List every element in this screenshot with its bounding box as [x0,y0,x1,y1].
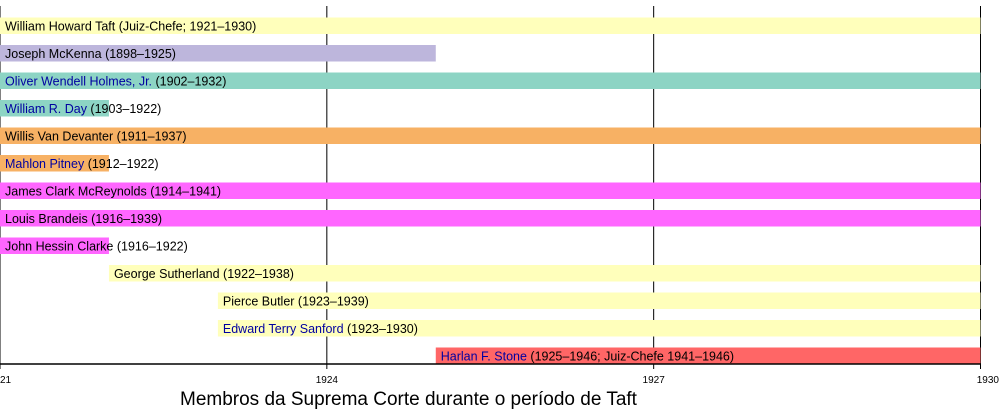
member-bar [0,72,981,89]
member-label: Harlan F. Stone (1925–1946; Juiz-Chefe 1… [441,350,734,364]
member-row: William R. Day (1903–1922) [0,100,161,117]
member-bar [217,292,981,309]
member-row: James Clark McReynolds (1914–1941) [0,182,981,199]
member-name-link[interactable]: Edward Terry Sanford [223,322,344,336]
member-row: Oliver Wendell Holmes, Jr. (1902–1932) [0,72,981,89]
member-term: (1912–1922) [84,157,158,171]
member-name: James Clark McReynolds [5,185,147,199]
member-bar [217,320,981,337]
member-term: (1902–1932) [152,75,226,89]
member-bar [0,45,436,62]
member-term: (1911–1937) [113,130,186,144]
x-axis-ticks: 21 1924 1927 1930 [0,364,999,386]
member-row: John Hessin Clarke (1916–1922) [0,237,188,254]
member-term: (1923–1930) [344,322,418,336]
member-term: (1916–1922) [113,240,187,254]
member-row: William Howard Taft (Juiz-Chefe; 1921–19… [0,17,981,34]
member-label: Pierce Butler (1923–1939) [223,295,369,309]
member-row: Harlan F. Stone (1925–1946; Juiz-Chefe 1… [435,347,981,364]
tick-label: 21 [0,375,12,386]
member-label: William Howard Taft (Juiz-Chefe; 1921–19… [5,20,256,34]
member-bars: William Howard Taft (Juiz-Chefe; 1921–19… [0,17,981,364]
member-label: Willis Van Devanter (1911–1937) [5,130,187,144]
member-name-link[interactable]: William R. Day [5,102,88,116]
member-name-link[interactable]: Oliver Wendell Holmes, Jr. [5,75,152,89]
member-name: Pierce Butler [223,295,295,309]
member-label: Oliver Wendell Holmes, Jr. (1902–1932) [5,75,226,89]
member-bar [108,265,981,282]
member-term: (1898–1925) [102,47,176,61]
member-row: Pierce Butler (1923–1939) [217,292,981,309]
member-bar [0,17,981,34]
member-label: Joseph McKenna (1898–1925) [5,47,176,61]
member-label: George Sutherland (1922–1938) [114,267,294,281]
member-bar [0,127,981,144]
member-bar [0,100,109,117]
member-bar [0,210,981,227]
tick-label: 1924 [316,375,339,386]
member-bar [0,182,981,199]
tick-label: 1930 [977,375,1000,386]
member-term: (1903–1922) [87,102,161,116]
member-term: (1916–1939) [88,212,162,226]
member-name: Willis Van Devanter [5,130,113,144]
member-name: John Hessin Clarke [5,240,113,254]
member-row: George Sutherland (1922–1938) [108,265,981,282]
member-bar [0,237,109,254]
member-name-link[interactable]: Mahlon Pitney [5,157,85,171]
member-row: Willis Van Devanter (1911–1937) [0,127,981,144]
member-term: (1914–1941) [147,185,221,199]
member-label: Edward Terry Sanford (1923–1930) [223,322,418,336]
member-label: Louis Brandeis (1916–1939) [5,212,162,226]
member-row: Louis Brandeis (1916–1939) [0,210,981,227]
member-bar [0,155,109,172]
member-name: Joseph McKenna [5,47,102,61]
member-row: Edward Terry Sanford (1923–1930) [217,320,981,337]
chart-title: Membros da Suprema Corte durante o perío… [180,389,638,410]
member-label: William R. Day (1903–1922) [5,102,161,116]
member-bar [435,347,981,364]
member-name: Louis Brandeis [5,212,88,226]
member-row: Joseph McKenna (1898–1925) [0,45,436,62]
member-label: Mahlon Pitney (1912–1922) [5,157,159,171]
member-row: Mahlon Pitney (1912–1922) [0,155,159,172]
member-label: James Clark McReynolds (1914–1941) [5,185,221,199]
member-term: (Juiz-Chefe; 1921–1930) [115,20,256,34]
member-name: George Sutherland [114,267,220,281]
tick-label: 1927 [643,375,666,386]
member-name-link[interactable]: Harlan F. Stone [441,350,527,364]
member-term: (1925–1946; Juiz-Chefe 1941–1946) [527,350,734,364]
member-label: John Hessin Clarke (1916–1922) [5,240,188,254]
member-term: (1922–1938) [220,267,294,281]
member-name: William Howard Taft [5,20,116,34]
member-term: (1923–1939) [294,295,368,309]
